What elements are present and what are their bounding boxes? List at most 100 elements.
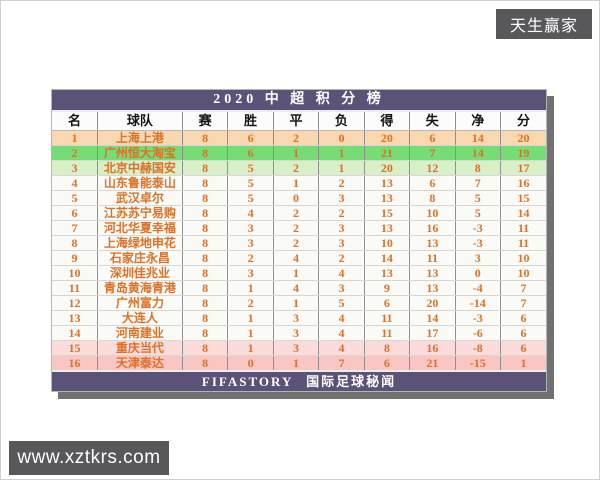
cell-drawn: 3 xyxy=(273,325,320,341)
cell-played: 8 xyxy=(182,220,229,236)
cell-played: 8 xyxy=(182,325,229,341)
col-header-lost: 负 xyxy=(318,112,365,131)
cell-team: 上海绿地申花 xyxy=(97,235,183,251)
cell-won: 5 xyxy=(227,160,274,176)
cell-goals-against: 10 xyxy=(409,205,456,221)
cell-points: 6 xyxy=(500,340,546,356)
cell-played: 8 xyxy=(182,175,229,191)
header-row: 名球队赛胜平负得失净分 xyxy=(52,112,546,131)
cell-goals-against: 8 xyxy=(409,190,456,206)
cell-lost: 3 xyxy=(318,190,365,206)
col-header-rank: 名 xyxy=(52,112,98,131)
cell-goals-against: 6 xyxy=(409,175,456,191)
cell-goals-for: 11 xyxy=(364,310,411,326)
cell-points: 6 xyxy=(500,310,546,326)
cell-rank: 10 xyxy=(52,265,98,281)
table-row: 9 石家庄永昌 8 2 4 2 14 11 3 10 xyxy=(52,250,546,266)
cell-team: 河北华夏幸福 xyxy=(97,220,183,236)
cell-won: 5 xyxy=(227,190,274,206)
cell-goals-against: 16 xyxy=(409,340,456,356)
cell-rank: 8 xyxy=(52,235,98,251)
brand-badge: 天生赢家 xyxy=(496,9,592,39)
cell-drawn: 2 xyxy=(273,130,320,146)
cell-played: 8 xyxy=(182,355,229,370)
cell-rank: 4 xyxy=(52,175,98,191)
cell-lost: 4 xyxy=(318,325,365,341)
cell-won: 2 xyxy=(227,295,274,311)
cell-goal-diff: -4 xyxy=(455,280,501,296)
cell-won: 3 xyxy=(227,235,274,251)
cell-goal-diff: 7 xyxy=(455,175,501,191)
cell-points: 17 xyxy=(500,160,546,176)
cell-drawn: 1 xyxy=(273,355,320,370)
cell-won: 1 xyxy=(227,325,274,341)
cell-rank: 14 xyxy=(52,325,98,341)
table-row: 7 河北华夏幸福 8 3 2 3 13 16 -3 11 xyxy=(52,220,546,236)
table-row: 2 广州恒大淘宝 8 6 1 1 21 7 14 19 xyxy=(52,145,546,161)
cell-played: 8 xyxy=(182,295,229,311)
cell-played: 8 xyxy=(182,205,229,221)
cell-team: 大连人 xyxy=(97,310,183,326)
cell-lost: 4 xyxy=(318,265,365,281)
cell-goals-against: 7 xyxy=(409,145,456,161)
cell-team: 青岛黄海青港 xyxy=(97,280,183,296)
cell-played: 8 xyxy=(182,340,229,356)
cell-goal-diff: -3 xyxy=(455,235,501,251)
col-header-goals-against: 失 xyxy=(409,112,456,131)
cell-goals-against: 13 xyxy=(409,235,456,251)
cell-won: 1 xyxy=(227,280,274,296)
cell-won: 3 xyxy=(227,220,274,236)
cell-rank: 12 xyxy=(52,295,98,311)
cell-goals-against: 13 xyxy=(409,265,456,281)
cell-goal-diff: 8 xyxy=(455,160,501,176)
table-row: 12 广州富力 8 2 1 5 6 20 -14 7 xyxy=(52,295,546,311)
cell-goals-against: 11 xyxy=(409,250,456,266)
cell-drawn: 4 xyxy=(273,280,320,296)
cell-played: 8 xyxy=(182,310,229,326)
cell-drawn: 3 xyxy=(273,310,320,326)
cell-drawn: 3 xyxy=(273,340,320,356)
cell-rank: 9 xyxy=(52,250,98,266)
cell-won: 6 xyxy=(227,130,274,146)
cell-drawn: 1 xyxy=(273,295,320,311)
cell-points: 1 xyxy=(520,356,527,370)
col-header-won: 胜 xyxy=(227,112,274,131)
cell-rank: 5 xyxy=(52,190,98,206)
cell-lost: 3 xyxy=(318,220,365,236)
cell-team: 上海上港 xyxy=(97,130,183,146)
cell-points: 14 xyxy=(500,205,546,221)
cell-goal-diff: 5 xyxy=(455,205,501,221)
cell-points: 7 xyxy=(500,280,546,296)
cell-goal-diff: -15 xyxy=(455,355,501,370)
cell-lost: 4 xyxy=(318,310,365,326)
standings-panel: 2020 中 超 积 分 榜 名球队赛胜平负得失净分 1 上海上港 8 6 2 0 20 6 1… xyxy=(51,89,547,392)
cell-points: 19 xyxy=(500,145,546,161)
cell-lost: 3 xyxy=(318,280,365,296)
cell-drawn: 2 xyxy=(273,160,320,176)
cell-rank: 7 xyxy=(52,220,98,236)
cell-points: 11 xyxy=(500,220,546,236)
cell-team: 天津泰达 xyxy=(97,355,183,370)
cell-goals-for: 6 xyxy=(364,355,411,370)
cell-drawn: 1 xyxy=(273,145,320,161)
cell-goals-against: 6 xyxy=(409,130,456,146)
cell-goals-for: 13 xyxy=(364,265,411,281)
cell-drawn: 1 xyxy=(273,175,320,191)
cell-rank: 13 xyxy=(52,310,98,326)
col-header-goals-for: 得 xyxy=(364,112,411,131)
cell-lost: 7 xyxy=(318,355,365,370)
watermark: www.xztkrs.com xyxy=(9,441,169,475)
cell-team: 石家庄永昌 xyxy=(97,250,183,266)
table-row: 8 上海绿地申花 8 3 2 3 10 13 -3 11 xyxy=(52,235,546,251)
table-row: 5 武汉卓尔 8 5 0 3 13 8 5 15 xyxy=(52,190,546,206)
cell-won: 6 xyxy=(227,145,274,161)
cell-played: 8 xyxy=(182,235,229,251)
table-row: 6 江苏苏宁易购 8 4 2 2 15 10 5 14 xyxy=(52,205,546,221)
cell-team: 江苏苏宁易购 xyxy=(97,205,183,221)
cell-points: 10 xyxy=(500,265,546,281)
cell-goal-diff: 0 xyxy=(455,265,501,281)
cell-won: 0 xyxy=(227,355,274,370)
cell-team: 武汉卓尔 xyxy=(97,190,183,206)
cell-goals-for: 8 xyxy=(364,340,411,356)
cell-drawn: 0 xyxy=(273,190,320,206)
